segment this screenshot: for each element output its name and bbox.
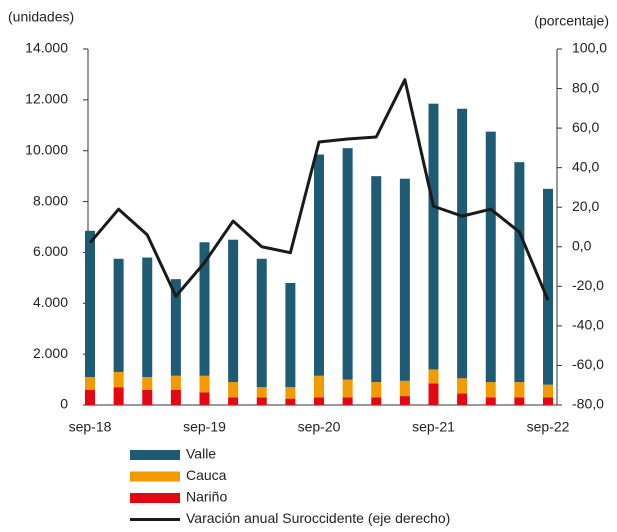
bar-segment xyxy=(543,397,553,405)
bar-segment xyxy=(342,397,353,405)
bar-segment xyxy=(113,371,124,388)
y2-tick-label: 0,0 xyxy=(572,237,592,253)
bar-segment xyxy=(256,397,267,405)
y2-tick-label: 40,0 xyxy=(572,158,599,174)
x-tick-label: sep-18 xyxy=(69,419,112,435)
bar-segment xyxy=(256,387,267,398)
y-tick-label: 4.000 xyxy=(33,294,68,310)
bar-segment xyxy=(371,176,382,383)
bar-segment xyxy=(170,375,181,390)
y2-tick-label: -80,0 xyxy=(572,396,604,412)
y-tick-label: 0 xyxy=(60,396,68,412)
bar-segment xyxy=(314,154,324,376)
bar-segment xyxy=(543,384,553,398)
y-tick-label: 2.000 xyxy=(33,345,68,361)
y2-axis-label: (porcentaje) xyxy=(534,13,609,29)
y2-tick-label: -60,0 xyxy=(572,356,604,372)
bar-segment xyxy=(399,380,410,397)
y2-tick-label: -20,0 xyxy=(572,277,604,293)
bar-segment xyxy=(457,108,468,379)
bar-segment xyxy=(399,178,410,381)
bar-segment xyxy=(256,258,267,388)
bar-segment xyxy=(457,378,468,394)
x-tick-label: sep-19 xyxy=(183,419,226,435)
bar-segment xyxy=(170,389,181,405)
bar-segment xyxy=(314,375,324,398)
bar-segment xyxy=(142,377,153,390)
y-tick-label: 12.000 xyxy=(25,91,68,107)
bar-segment xyxy=(399,396,410,405)
bar-segment xyxy=(228,397,239,405)
bar-segment xyxy=(485,382,496,398)
bar-segment xyxy=(514,382,525,398)
bar-segment xyxy=(199,375,210,393)
bar-segment xyxy=(85,389,95,405)
bar-segment xyxy=(285,282,296,388)
bar-segment xyxy=(342,379,353,398)
x-tick-label: sep-20 xyxy=(298,419,341,435)
bar-segment xyxy=(371,382,382,398)
bar-segment xyxy=(85,377,95,390)
bar-segment xyxy=(371,397,382,405)
bar-segment xyxy=(428,383,439,405)
bar-segment xyxy=(142,257,153,378)
bar-segment xyxy=(199,242,210,376)
bar-segment xyxy=(113,258,124,372)
y2-tick-label: 20,0 xyxy=(572,198,599,214)
bar-segment xyxy=(514,162,525,383)
bar-segment xyxy=(285,398,296,405)
legend-swatch xyxy=(130,471,180,482)
bar-segment xyxy=(85,230,95,378)
bar-segment xyxy=(199,392,210,405)
y-tick-label: 10.000 xyxy=(25,141,68,157)
legend-label: Cauca xyxy=(186,467,227,483)
legend-label: Nariño xyxy=(186,489,227,505)
bar-segment xyxy=(342,148,353,380)
legend-label: Varación anual Suroccidente (eje derecho… xyxy=(186,510,450,526)
y2-tick-label: -40,0 xyxy=(572,317,604,333)
bar-segment xyxy=(428,369,439,384)
bar-segment xyxy=(485,131,496,383)
legend-swatch xyxy=(130,493,180,503)
y2-tick-label: 60,0 xyxy=(572,119,599,135)
legend-label: Valle xyxy=(186,446,216,462)
bar-segment xyxy=(113,387,124,405)
bar-segment xyxy=(285,387,296,399)
bar-segment xyxy=(228,239,239,383)
bar-segment xyxy=(514,397,525,405)
line-series xyxy=(88,78,550,301)
bar-segment xyxy=(142,389,153,405)
y-tick-label: 6.000 xyxy=(33,243,68,259)
legend-swatch xyxy=(130,450,180,460)
bar-segment xyxy=(170,279,181,376)
bar-segment xyxy=(543,188,553,385)
y-tick-label: 14.000 xyxy=(25,40,68,56)
bar-segment xyxy=(314,397,324,405)
y-axis-label: (unidades) xyxy=(8,9,74,25)
x-tick-label: sep-22 xyxy=(527,419,570,435)
x-tick-label: sep-21 xyxy=(412,419,455,435)
bar-segment xyxy=(457,393,468,405)
y-tick-label: 8.000 xyxy=(33,192,68,208)
bar-segment xyxy=(485,397,496,405)
y2-tick-label: 100,0 xyxy=(572,40,607,56)
bar-segment xyxy=(228,382,239,398)
bar-segment xyxy=(428,103,439,370)
y2-tick-label: 80,0 xyxy=(572,79,599,95)
